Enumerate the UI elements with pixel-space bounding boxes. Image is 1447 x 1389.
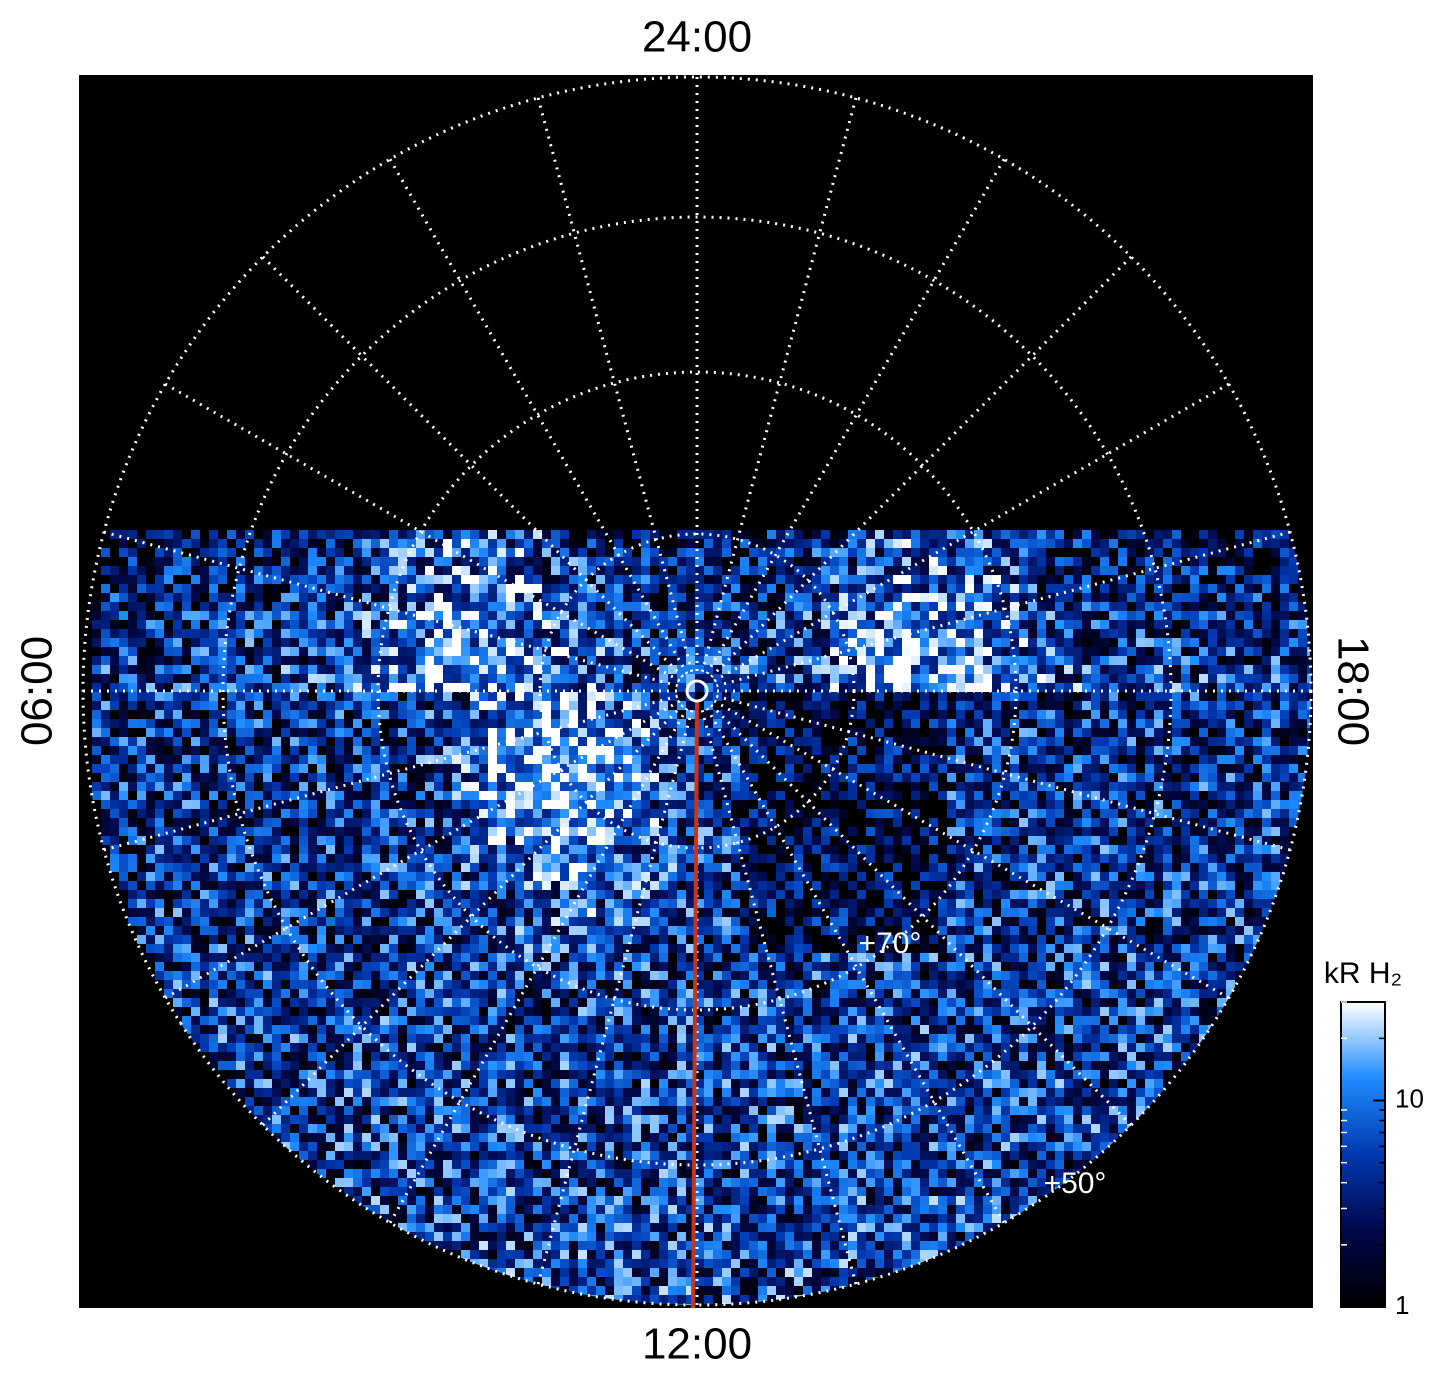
colorbar-label: kR H₂: [1324, 957, 1402, 990]
mlt-label-top: 24:00: [642, 13, 752, 62]
colorbar-tick-label: 10: [1395, 1083, 1424, 1113]
colorbar: 1 10: [1341, 1002, 1424, 1320]
colorbar-gradient: [1341, 1002, 1385, 1307]
latitude-label: +50°: [1044, 1167, 1107, 1200]
latitude-label: +70°: [859, 927, 922, 960]
colorbar-tick-label: 1: [1395, 1290, 1409, 1320]
mlt-label-left: 06:00: [13, 636, 62, 746]
mlt-label-bottom: 12:00: [642, 1320, 752, 1369]
mlt-label-right: 18:00: [1328, 636, 1377, 746]
